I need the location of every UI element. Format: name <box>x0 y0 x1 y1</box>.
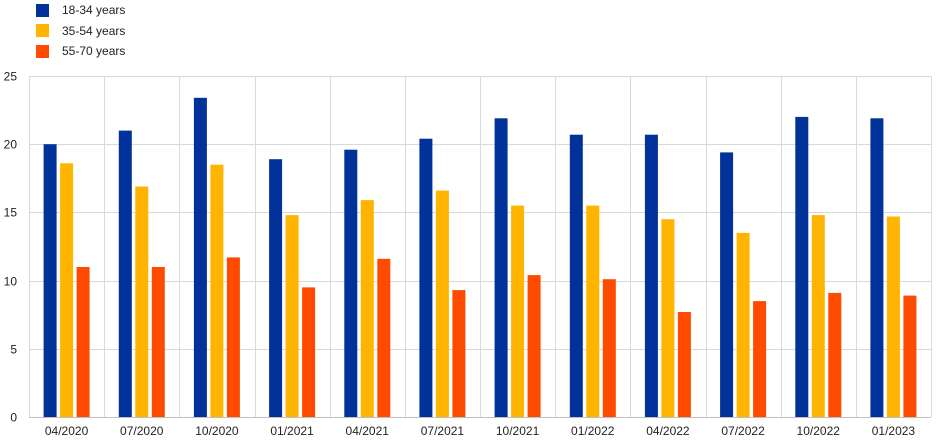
legend-item-55-70: 55-70 years <box>36 41 125 62</box>
legend-swatch-55-70 <box>36 44 49 58</box>
bar-18-34-years-01-2021 <box>269 159 283 417</box>
bars <box>43 97 917 418</box>
y-tick-label: 5 <box>10 343 17 357</box>
x-tick-label: 01/2021 <box>270 424 314 438</box>
y-tick-label: 20 <box>4 138 18 152</box>
x-tick-label: 07/2020 <box>120 424 164 438</box>
bar-55-70-years-04-2021 <box>377 258 391 417</box>
bar-18-34-years-07-2020 <box>118 130 132 417</box>
x-tick-label: 04/2020 <box>45 424 89 438</box>
bar-18-34-years-01-2023 <box>870 118 884 418</box>
bar-18-34-years-04-2022 <box>644 134 658 417</box>
legend-swatch-35-54 <box>36 24 49 38</box>
x-tick-label: 10/2021 <box>496 424 540 438</box>
bar-55-70-years-07-2021 <box>452 290 466 417</box>
bar-55-70-years-04-2020 <box>76 267 90 417</box>
bar-35-54-years-01-2021 <box>285 215 299 417</box>
gridlines <box>29 76 932 417</box>
bar-18-34-years-10-2022 <box>795 116 809 418</box>
bar-55-70-years-01-2023 <box>903 295 917 417</box>
legend: 18-34 years 35-54 years 55-70 years <box>36 0 125 62</box>
x-tick-label: 01/2022 <box>571 424 615 438</box>
bar-55-70-years-10-2022 <box>828 292 842 417</box>
x-tick-label: 10/2020 <box>195 424 239 438</box>
axes: 0 5 10 15 20 25 04/2020 07/2020 10/2020 01/2021 04… <box>4 70 931 438</box>
bar-18-34-years-07-2021 <box>419 138 433 417</box>
x-tick-label: 01/2023 <box>872 424 916 438</box>
legend-label-55-70: 55-70 years <box>62 44 126 59</box>
bar-35-54-years-07-2020 <box>135 186 149 417</box>
bar-35-54-years-10-2020 <box>210 164 224 417</box>
bar-18-34-years-01-2022 <box>569 134 583 417</box>
bar-55-70-years-01-2021 <box>302 287 316 417</box>
bar-18-34-years-10-2021 <box>494 118 508 418</box>
x-tick-label: 07/2022 <box>721 424 765 438</box>
bar-35-54-years-04-2022 <box>661 219 675 417</box>
bar-35-54-years-10-2021 <box>511 205 525 417</box>
bar-18-34-years-07-2022 <box>720 152 734 417</box>
x-tick-label: 04/2021 <box>346 424 390 438</box>
legend-item-35-54: 35-54 years <box>36 21 125 42</box>
y-tick-label: 10 <box>4 275 18 289</box>
x-tick-label: 10/2022 <box>797 424 841 438</box>
bar-18-34-years-04-2021 <box>344 149 358 417</box>
legend-label-18-34: 18-34 years <box>62 3 126 18</box>
bar-35-54-years-07-2021 <box>435 190 449 417</box>
legend-label-35-54: 35-54 years <box>62 23 126 38</box>
bar-55-70-years-04-2022 <box>677 312 691 417</box>
y-tick-label: 0 <box>10 411 17 425</box>
bar-55-70-years-10-2021 <box>527 275 541 417</box>
bar-35-54-years-07-2022 <box>736 232 750 417</box>
bar-55-70-years-10-2020 <box>226 257 240 417</box>
y-tick-label: 25 <box>4 70 18 84</box>
legend-item-18-34: 18-34 years <box>36 0 125 21</box>
bar-18-34-years-04-2020 <box>43 144 57 417</box>
bar-35-54-years-04-2021 <box>360 200 374 417</box>
legend-swatch-18-34 <box>36 3 49 17</box>
x-tick-label: 07/2021 <box>421 424 465 438</box>
bar-55-70-years-07-2020 <box>151 267 165 417</box>
y-tick-label: 15 <box>4 206 18 220</box>
bar-35-54-years-01-2022 <box>586 205 600 417</box>
bar-55-70-years-01-2022 <box>602 279 616 417</box>
bar-55-70-years-07-2022 <box>753 301 767 417</box>
bar-35-54-years-10-2022 <box>811 215 825 417</box>
bar-35-54-years-01-2023 <box>886 216 900 417</box>
bar-18-34-years-10-2020 <box>193 97 207 418</box>
bar-35-54-years-04-2020 <box>60 163 74 417</box>
x-tick-label: 04/2022 <box>646 424 690 438</box>
